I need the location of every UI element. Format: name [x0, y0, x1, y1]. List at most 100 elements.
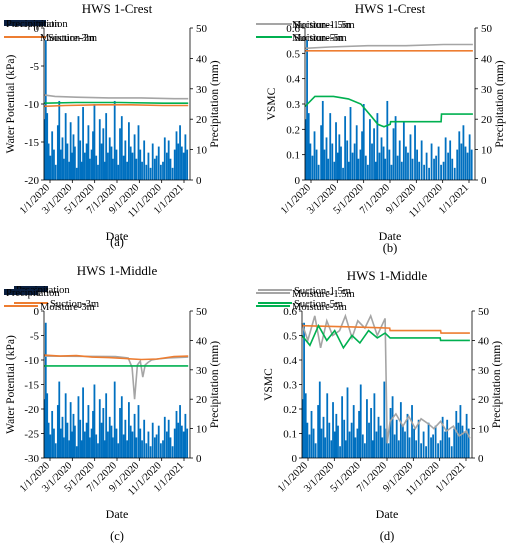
precip-bar [53, 149, 55, 180]
precip-bar [162, 440, 164, 458]
precip-bar [177, 143, 180, 180]
precip-bar [62, 437, 65, 458]
precip-bar [53, 428, 55, 458]
series-line [304, 43, 473, 50]
panel-caption: (c) [110, 529, 124, 543]
series-line [43, 355, 189, 400]
precip-bar [423, 164, 426, 180]
y-axis-label: VSMC [266, 87, 278, 120]
precip-bar [145, 164, 148, 180]
y-tick-label: 0.4 [283, 355, 297, 367]
precip-bar [79, 419, 82, 458]
precip-bar [453, 167, 456, 180]
precip-bar [308, 434, 311, 458]
precip-bar [143, 140, 146, 180]
precip-bar [169, 158, 172, 180]
precip-bar [173, 149, 176, 180]
y-tick-label: 0.1 [286, 150, 300, 162]
precip-bar [47, 143, 50, 180]
precip-bar [169, 437, 172, 458]
y2-tick-label: 20 [196, 394, 208, 406]
precip-bar [402, 122, 405, 180]
y2-tick-label: 50 [481, 23, 493, 35]
precip-bar [98, 119, 101, 180]
precip-bar [383, 381, 386, 458]
precip-bar [326, 393, 329, 458]
precip-bar [95, 155, 98, 180]
precip-bar [312, 428, 315, 458]
precip-bar [83, 152, 86, 180]
precip-bar [330, 440, 333, 458]
precip-bar [122, 155, 125, 180]
y-tick-label: -20 [24, 175, 39, 187]
precip-bar [434, 425, 437, 458]
precip-bar [450, 446, 453, 458]
precip-bar [352, 405, 355, 458]
precip-bar [460, 143, 463, 180]
y2-axis-label: Precipitation (mm) [494, 60, 506, 147]
precip-bar [433, 158, 435, 180]
y2-tick-label: 20 [481, 114, 493, 126]
precip-bar [416, 149, 418, 180]
precip-bar [351, 152, 354, 180]
precip-bar [307, 113, 310, 180]
precip-bar [153, 437, 156, 458]
precip-bar [309, 143, 312, 180]
precip-bar [396, 155, 399, 180]
legend-label: Suction-5m [294, 33, 343, 44]
precip-bar [155, 434, 158, 458]
y2-tick-label: 0 [196, 175, 202, 187]
y-tick-label: -10 [24, 355, 39, 367]
precip-bar [407, 152, 409, 180]
precip-bar [327, 158, 330, 180]
precip-bar [129, 425, 132, 458]
legend-label: Suction-1.5m [294, 286, 351, 297]
precip-bar [301, 399, 304, 458]
precip-bar [336, 152, 339, 180]
y-tick-label: 0.2 [283, 404, 297, 416]
precip-bar [385, 428, 388, 458]
precip-bar [46, 113, 49, 180]
precip-bar [389, 408, 392, 458]
precip-bar [71, 431, 73, 458]
precip-bar [46, 393, 49, 458]
y-tick-label: 0.3 [283, 380, 297, 392]
precip-bar [465, 413, 468, 458]
y-tick-label: 0.1 [283, 429, 297, 441]
y-tick-label: 0 [34, 306, 40, 318]
y-tick-label: -15 [24, 380, 39, 392]
precip-bar [444, 137, 447, 180]
precip-bar [92, 410, 94, 458]
precip-bar [129, 146, 132, 180]
precip-bar [110, 146, 113, 180]
precip-bar [382, 146, 385, 180]
y-tick-label: -10 [24, 99, 39, 111]
precip-bar [59, 149, 62, 180]
precip-bar [395, 419, 398, 458]
precip-bar [100, 143, 103, 180]
legend-label: Suction-5m [294, 299, 343, 310]
precip-bar [425, 446, 427, 458]
precip-bar [147, 152, 150, 180]
y-tick-label: 0.5 [286, 48, 300, 60]
precip-bar [320, 428, 323, 458]
precip-bar [137, 405, 140, 458]
precip-bar [362, 104, 365, 180]
precip-bar [314, 443, 317, 458]
precip-bar [171, 167, 174, 180]
precip-bar [432, 434, 435, 458]
precip-bar [120, 116, 123, 180]
precip-bar [315, 149, 318, 180]
precip-bar [467, 428, 470, 458]
precip-bar [153, 158, 156, 180]
precip-bar [126, 161, 129, 180]
precip-bar [440, 164, 442, 180]
series-line [301, 313, 471, 444]
precip-bar [151, 422, 154, 458]
precip-bar [82, 387, 84, 458]
precip-bar [64, 113, 67, 180]
precip-bar [347, 161, 350, 180]
legend-label: Suction-3m [50, 299, 99, 310]
precip-bar [371, 143, 373, 180]
precip-bar [171, 446, 174, 458]
